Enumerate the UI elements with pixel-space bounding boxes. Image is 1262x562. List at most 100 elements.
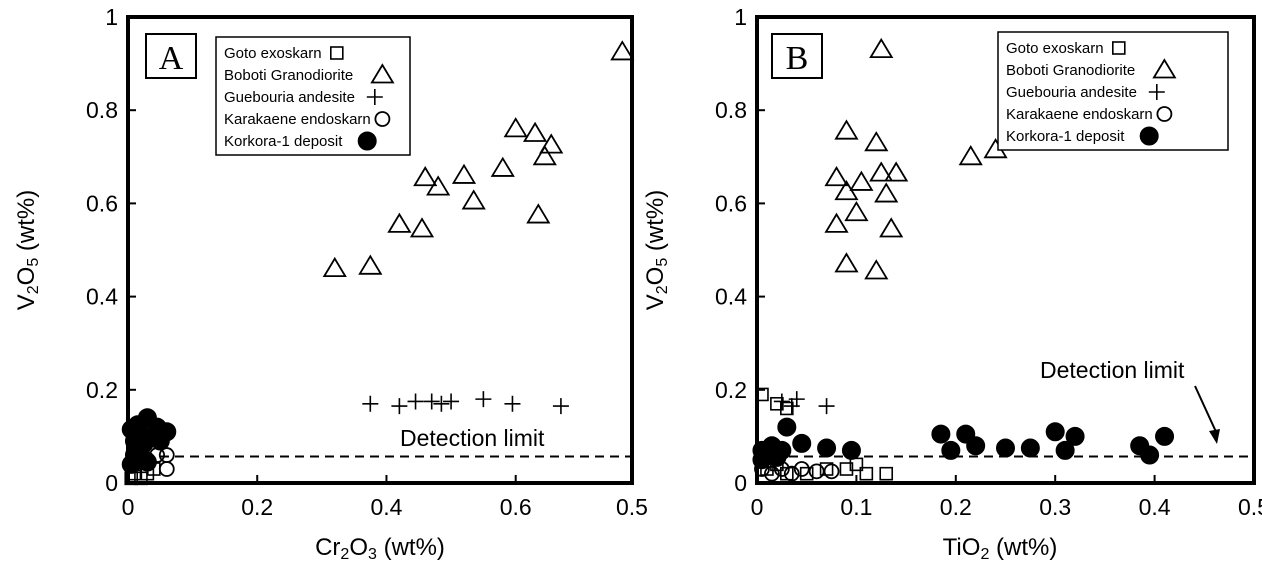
data-point-triangle: [490, 156, 515, 177]
data-point-plus: [475, 391, 492, 408]
data-point-plus: [391, 398, 408, 415]
x-tick-label: 0: [122, 494, 135, 520]
data-point-plus: [443, 393, 460, 410]
y-tick-label: 0.8: [86, 97, 118, 123]
y-axis-title: V2O5 (wt%): [642, 190, 671, 311]
legend-marker-triangle: [370, 63, 395, 84]
x-tick-label: 0.6: [500, 494, 532, 520]
legend-label: Karakaene endoskarn: [1006, 106, 1153, 123]
series-boboti-granodiorite: [322, 40, 635, 278]
x-tick-label: 0.3: [1039, 494, 1071, 520]
data-point-triangle: [958, 145, 983, 166]
data-point-circle: [764, 465, 780, 482]
data-point-dot: [996, 438, 1015, 458]
data-point-dot: [1065, 426, 1085, 446]
y-tick-label: 1: [105, 4, 118, 30]
series-boboti-granodiorite: [824, 37, 1008, 280]
x-tick-label: 0.4: [1139, 494, 1171, 520]
series-guebouria-andesite: [362, 391, 569, 415]
legend-label: Korkora-1 deposit: [224, 133, 343, 150]
detection-limit-arrow: [1194, 385, 1218, 435]
data-point-triangle: [461, 189, 486, 210]
data-point-triangle: [864, 259, 889, 280]
data-point-triangle: [610, 40, 635, 61]
data-point-plus: [818, 398, 835, 415]
data-point-dot: [941, 440, 961, 460]
y-tick-label: 0.8: [715, 97, 747, 123]
data-point-square: [755, 387, 769, 402]
panel-letter: A: [159, 40, 184, 77]
data-point-circle: [158, 447, 175, 463]
data-point-dot: [931, 424, 951, 444]
data-point-triangle: [869, 161, 894, 182]
legend-marker-dot: [357, 131, 377, 151]
data-point-triangle: [864, 131, 889, 152]
legend-marker-circle: [374, 111, 391, 127]
y-tick-label: 0: [734, 470, 747, 496]
legend-box: [215, 36, 411, 156]
data-point-dot: [817, 438, 837, 458]
data-point-dot: [966, 436, 986, 456]
data-point-dot: [777, 417, 797, 437]
series-guebouria-andesite: [773, 391, 835, 415]
y-tick-label: 0.2: [86, 377, 118, 403]
arrow-head: [1209, 429, 1220, 444]
legend-label: Korkora-1 deposit: [1006, 128, 1125, 145]
data-point-triangle: [387, 212, 412, 233]
plot-frame: [126, 15, 634, 485]
data-point-dot: [137, 452, 157, 472]
series-korkora-1-deposit: [121, 408, 177, 474]
x-tick-label: 0.2: [241, 494, 273, 520]
data-point-plus: [504, 395, 521, 412]
data-point-square: [780, 401, 794, 416]
data-point-triangle: [413, 166, 438, 187]
data-point-triangle: [522, 121, 548, 142]
data-point-dot: [1055, 440, 1075, 460]
data-point-dot: [1155, 426, 1175, 446]
data-point-square: [770, 396, 784, 411]
data-point-triangle: [451, 163, 477, 184]
panel-letter-box: [145, 33, 197, 79]
panel-letter: B: [786, 40, 809, 77]
data-point-plus: [433, 395, 450, 412]
data-point-triangle: [526, 203, 551, 224]
x-axis-title: TiO2 (wt%): [943, 534, 1058, 562]
y-tick-label: 0.2: [715, 377, 747, 403]
y-tick-label: 0.4: [86, 284, 118, 310]
y-tick-label: 0.4: [715, 284, 747, 310]
legend: Goto exoskarn Boboti Granodiorite Guebouri…: [997, 31, 1229, 151]
data-point-plus: [773, 393, 790, 410]
x-axis-title: Cr2O3 (wt%): [315, 534, 445, 562]
legend-marker-dot: [1139, 126, 1159, 146]
data-point-triangle: [358, 254, 383, 275]
data-point-dot: [1020, 438, 1040, 458]
detection-limit-label: Detection limit: [400, 425, 545, 451]
data-point-plus: [407, 393, 424, 410]
data-point-plus: [788, 391, 805, 408]
legend-label: Boboti Granodiorite: [224, 67, 353, 84]
data-point-square: [799, 466, 814, 481]
data-point-triangle: [322, 256, 347, 278]
data-point-plus: [362, 395, 379, 412]
data-point-triangle: [869, 37, 894, 59]
data-point-dot: [841, 440, 861, 460]
data-point-plus: [423, 393, 440, 410]
x-tick-label: 0.2: [940, 494, 972, 520]
panel-letter-box: [771, 33, 823, 79]
data-point-dot: [767, 447, 787, 467]
data-point-triangle: [824, 212, 849, 233]
data-point-dot: [134, 433, 154, 453]
x-tick-label: 0.5: [1238, 494, 1262, 520]
data-point-triangle: [884, 161, 909, 182]
data-point-triangle: [409, 217, 435, 238]
chart-panel-b: 0 0.1 0.2 0.3 0.4 0.5 0 0.2 0.4 0.6 0.8 1 TiO2 (wt%)…: [642, 4, 1262, 562]
data-point-circle: [783, 465, 800, 482]
data-point-triangle: [874, 182, 899, 203]
chart-panel-a: 0 0.2 0.4 0.6 0.5 0 0.2 0.4 0.6 0.8 1 Cr2O3 (wt%) V2…: [13, 4, 648, 562]
legend: Goto exoskarn Boboti Granodiorite Guebouri…: [215, 36, 411, 156]
x-tick-label: 0.1: [840, 494, 872, 520]
data-point-dot: [792, 433, 812, 453]
data-point-dot: [147, 417, 167, 437]
data-point-triangle: [834, 119, 859, 140]
data-point-triangle: [834, 252, 859, 273]
